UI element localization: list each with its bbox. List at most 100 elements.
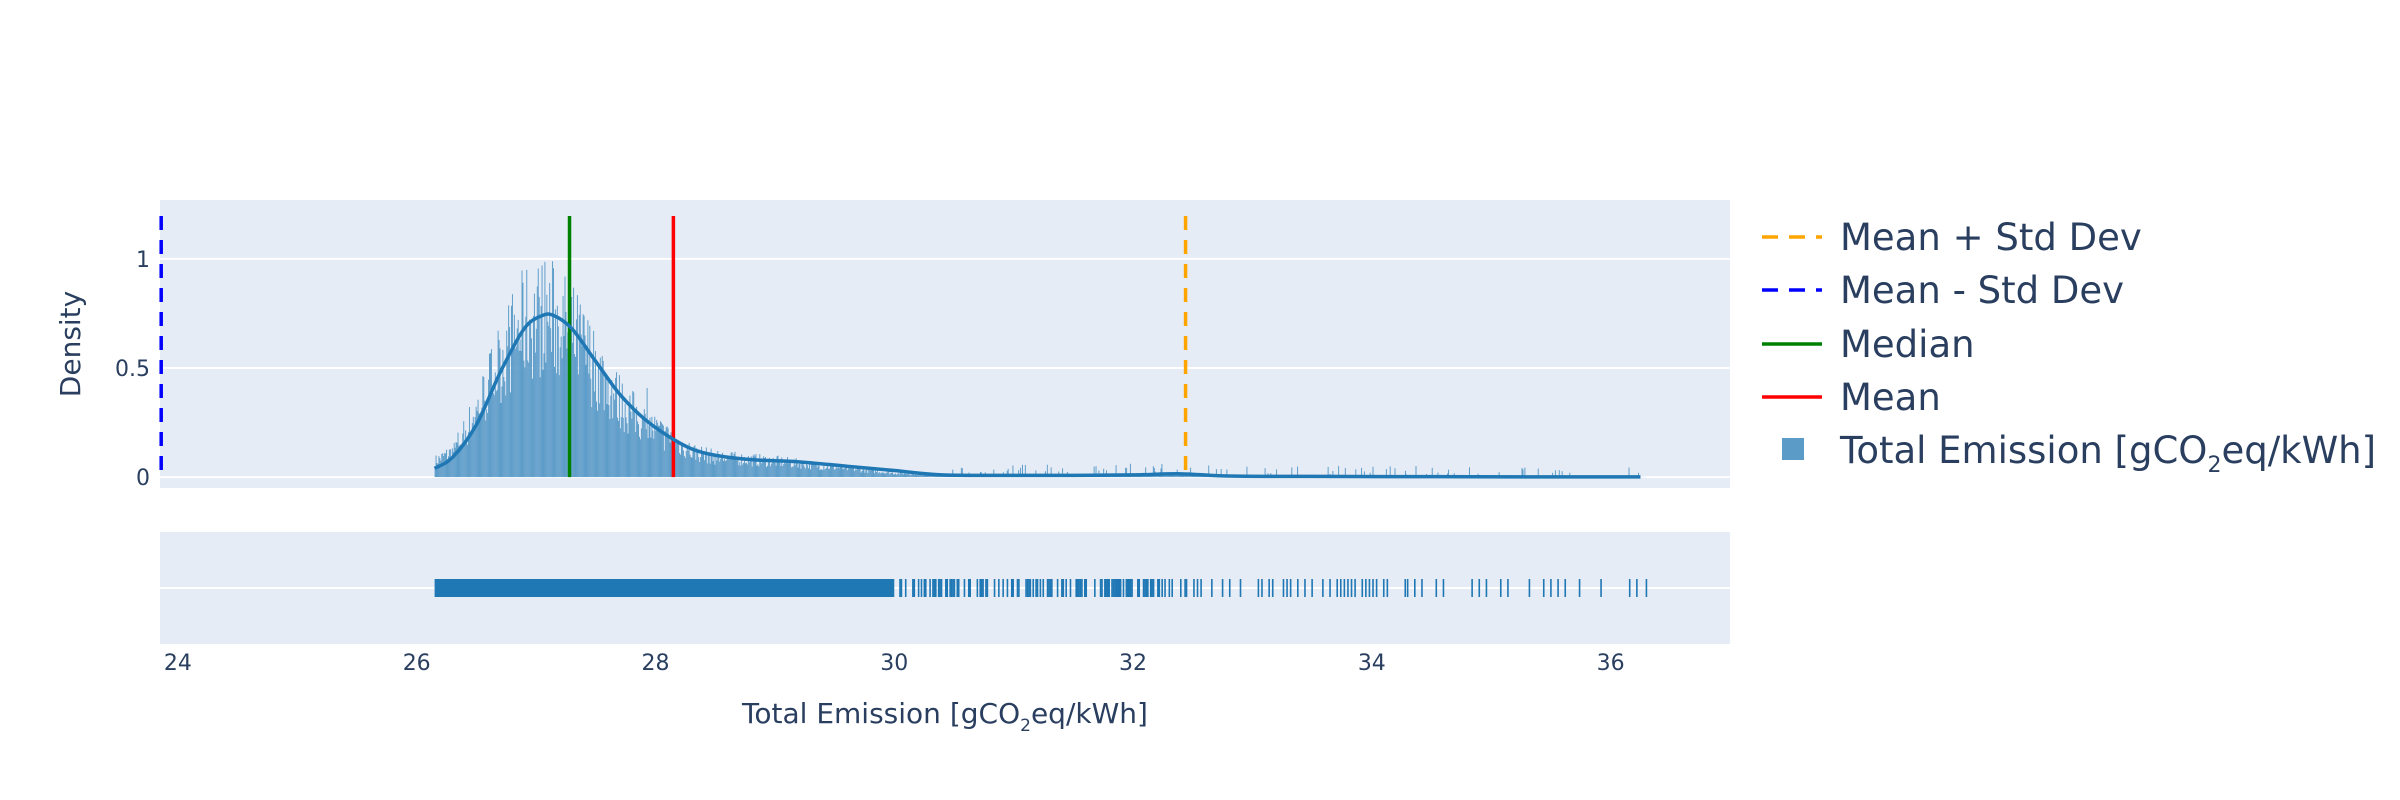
histogram-bar: [619, 428, 621, 478]
histogram-bar: [636, 406, 638, 478]
histogram-bar: [793, 459, 795, 478]
histogram-bar: [885, 472, 887, 478]
histogram-bar: [841, 465, 843, 478]
histogram-bar: [496, 389, 498, 478]
histogram-bar: [436, 463, 438, 478]
histogram-bar: [659, 425, 661, 478]
histogram-bar: [1246, 466, 1248, 478]
histogram-bar: [501, 386, 503, 478]
legend: Mean + Std Dev Mean - Std Dev Median Mea…: [1762, 216, 2376, 478]
histogram-bar: [780, 465, 782, 478]
histogram-bar: [440, 460, 442, 478]
histogram-bar: [561, 358, 563, 478]
histogram-bar: [605, 376, 607, 478]
histogram-bar: [634, 410, 636, 478]
histogram-bar: [448, 449, 450, 478]
histogram-bar: [774, 459, 776, 478]
statistic-lines: [159, 216, 1188, 478]
histogram-bar: [760, 460, 762, 478]
histogram-bar: [769, 466, 771, 478]
histogram-bar: [610, 395, 612, 478]
histogram-bar: [657, 422, 659, 478]
histogram-bar: [875, 471, 877, 478]
histogram-bar: [796, 463, 798, 478]
histogram-bar: [896, 473, 898, 478]
x-tick-label: 36: [1597, 651, 1625, 676]
histogram-bar: [795, 458, 797, 478]
histogram-bar: [548, 325, 550, 478]
histogram-bar: [500, 402, 502, 478]
histogram-bar: [901, 473, 903, 478]
histogram-bar: [464, 440, 466, 478]
histogram-bar: [617, 420, 619, 478]
histogram-bar: [1186, 475, 1188, 478]
histogram-bar: [574, 354, 576, 478]
histogram-bar: [562, 295, 564, 478]
histogram-bar: [1192, 475, 1193, 478]
histogram-bar: [886, 472, 888, 478]
histogram-bar: [482, 376, 484, 478]
histogram-bar: [481, 407, 483, 478]
histogram-bar: [497, 330, 499, 478]
histogram-bar: [715, 455, 717, 478]
legend-item-median[interactable]: Median: [1762, 323, 1975, 366]
histogram-bar: [601, 355, 603, 478]
histogram-bar: [930, 475, 932, 478]
histogram-bar: [466, 440, 468, 478]
histogram-bar: [848, 465, 850, 478]
histogram-bar: [492, 392, 494, 478]
histogram-bar: [833, 469, 835, 478]
histogram-bar: [581, 345, 583, 478]
histogram-bar: [1521, 467, 1523, 478]
histogram-bar: [489, 353, 490, 478]
histogram-bar: [788, 463, 789, 478]
histogram-bar: [461, 443, 463, 478]
histogram-bar: [744, 457, 746, 478]
histogram-bar: [513, 314, 515, 478]
histogram-bar: [768, 457, 770, 478]
histogram-bar: [594, 391, 596, 478]
histogram-bar: [490, 349, 492, 478]
histogram-bar: [925, 474, 927, 478]
histogram-bar: [847, 470, 849, 478]
legend-item-mean-plus-std[interactable]: Mean + Std Dev: [1762, 216, 2142, 259]
histogram-bar: [479, 419, 481, 478]
histogram-bar: [573, 287, 575, 478]
histogram-bar: [1167, 475, 1169, 478]
histogram-bar: [714, 464, 716, 478]
legend-item-mean[interactable]: Mean: [1762, 376, 1941, 419]
histogram-bar: [888, 471, 890, 478]
histogram-bar: [809, 469, 811, 478]
histogram-bar: [1181, 475, 1183, 478]
legend-label-mean-minus-std: Mean - Std Dev: [1840, 269, 2124, 312]
histogram-bar: [647, 438, 649, 478]
histogram-bar: [872, 468, 874, 478]
histogram-bar: [1276, 469, 1278, 478]
histogram-bar: [1007, 468, 1009, 478]
histogram-bar: [1152, 466, 1154, 478]
legend-label-total-emission-suffix: eq/kWh]: [2221, 429, 2376, 472]
histogram-bar: [1169, 475, 1171, 478]
kde-line: [433, 312, 1641, 479]
y-tick-label: 0: [136, 466, 150, 491]
histogram-bar: [702, 453, 703, 478]
legend-item-mean-minus-std[interactable]: Mean - Std Dev: [1762, 269, 2124, 312]
histogram-bar: [651, 416, 653, 478]
histogram-bar: [1193, 475, 1195, 478]
histogram-bar: [1344, 468, 1346, 478]
histogram-bar: [724, 461, 726, 478]
histogram-bar: [509, 327, 511, 478]
histogram-bar: [620, 417, 622, 478]
histogram-bar: [499, 348, 501, 478]
histogram-bar: [816, 467, 818, 478]
histogram-bar: [813, 463, 815, 478]
legend-item-total-emission[interactable]: Total Emission [gCO2eq/kWh]: [1782, 429, 2376, 478]
histogram-bar: [1171, 475, 1172, 478]
histogram-bar: [503, 376, 505, 478]
histogram-bar: [708, 452, 710, 478]
histogram-bar: [585, 364, 587, 478]
histogram-bar: [518, 350, 520, 478]
histogram-bar: [515, 346, 517, 478]
histogram-bar: [643, 409, 645, 478]
histogram-bar: [831, 465, 833, 478]
